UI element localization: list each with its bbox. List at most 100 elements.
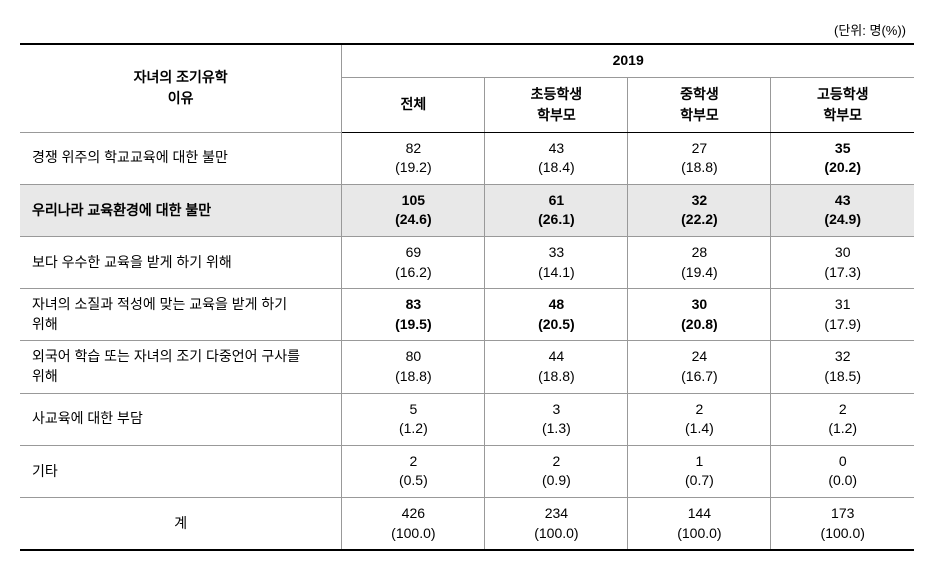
cell-percent: (18.4) xyxy=(538,159,575,175)
row-label-line2: 위해 xyxy=(32,316,58,332)
cell-value: 28 xyxy=(692,244,708,260)
data-cell: 48(20.5) xyxy=(485,289,628,341)
row-label: 외국어 학습 또는 자녀의 조기 다중언어 구사를위해 xyxy=(20,341,342,393)
row-label-line2: 위해 xyxy=(32,368,58,384)
cell-value: 32 xyxy=(692,192,708,208)
col-high: 고등학생 학부모 xyxy=(771,77,914,132)
cell-percent: (100.0) xyxy=(821,525,865,541)
data-cell: 144(100.0) xyxy=(628,497,771,550)
data-cell: 2 (0.9) xyxy=(485,445,628,497)
year-header: 2019 xyxy=(342,44,914,77)
col-elementary-line1: 초등학생 xyxy=(531,86,583,102)
cell-percent: (19.5) xyxy=(395,316,432,332)
cell-percent: (1.3) xyxy=(542,420,571,436)
row-label: 우리나라 교육환경에 대한 불만 xyxy=(20,184,342,236)
table-row: 사교육에 대한 부담5(1.2) 3 (1.3) 2(1.4) 2 (1.2) xyxy=(20,393,914,445)
table-row: 우리나라 교육환경에 대한 불만 105 (24.6) 61 (26.1) 32 (22.2… xyxy=(20,184,914,236)
total-label: 계 xyxy=(20,497,342,550)
data-cell: 2(0.5) xyxy=(342,445,485,497)
col-elementary-line2: 학부모 xyxy=(537,107,576,123)
table-row: 기타2(0.5)2(0.9)1(0.7)0(0.0) xyxy=(20,445,914,497)
data-cell: 35 (20.2) xyxy=(771,132,914,184)
data-cell: 5(1.2) xyxy=(342,393,485,445)
cell-percent: (0.9) xyxy=(542,472,571,488)
cell-value: 83 xyxy=(406,296,422,312)
data-table: 자녀의 조기유학 이유 2019 전체 초등학생 학부모 중학생 학부모 고등학… xyxy=(20,43,914,551)
col-middle: 중학생 학부모 xyxy=(628,77,771,132)
data-cell: 44(18.8) xyxy=(485,341,628,393)
data-cell: 32(18.5) xyxy=(771,341,914,393)
cell-percent: (24.6) xyxy=(395,211,432,227)
data-cell: 2(1.4) xyxy=(628,393,771,445)
cell-percent: (19.2) xyxy=(395,159,432,175)
cell-percent: (0.0) xyxy=(828,472,857,488)
cell-value: 31 xyxy=(835,296,851,312)
data-cell: 33(14.1) xyxy=(485,236,628,288)
cell-value: 144 xyxy=(688,505,711,521)
row-header-title-line2: 이유 xyxy=(168,90,194,106)
row-label: 사교육에 대한 부담 xyxy=(20,393,342,445)
cell-value: 61 xyxy=(549,192,565,208)
table-body: 경쟁 위주의 학교교육에 대한 불만82(19.2)43(18.4)27(18.… xyxy=(20,132,914,550)
cell-value: 27 xyxy=(692,140,708,156)
cell-percent: (18.8) xyxy=(395,368,432,384)
data-cell: 43(18.4) xyxy=(485,132,628,184)
data-cell: 105 (24.6) xyxy=(342,184,485,236)
cell-percent: (1.4) xyxy=(685,420,714,436)
row-header-title: 자녀의 조기유학 이유 xyxy=(20,44,342,132)
cell-value: 1 xyxy=(696,453,704,469)
cell-value: 80 xyxy=(406,348,422,364)
cell-value: 30 xyxy=(692,296,708,312)
data-cell: 0(0.0) xyxy=(771,445,914,497)
cell-percent: (26.1) xyxy=(538,211,575,227)
cell-value: 69 xyxy=(406,244,422,260)
total-row: 계426(100.0)234(100.0)144(100.0)173(100.0… xyxy=(20,497,914,550)
table-row: 자녀의 소질과 적성에 맞는 교육을 받게 하기위해 83 (19.5) 48(20.… xyxy=(20,289,914,341)
unit-label: (단위: 명(%)) xyxy=(20,20,914,39)
data-cell: 31 (17.9) xyxy=(771,289,914,341)
cell-value: 43 xyxy=(835,192,851,208)
cell-percent: (19.4) xyxy=(681,264,718,280)
cell-value: 33 xyxy=(549,244,565,260)
cell-percent: (100.0) xyxy=(391,525,435,541)
data-cell: 82 (19.2) xyxy=(342,132,485,184)
data-cell: 61 (26.1) xyxy=(485,184,628,236)
cell-value: 105 xyxy=(402,192,425,208)
cell-value: 5 xyxy=(409,401,417,417)
table-row: 보다 우수한 교육을 받게 하기 위해 69 (16.2) 33(14.1) 28 (19… xyxy=(20,236,914,288)
cell-percent: (18.8) xyxy=(681,159,718,175)
cell-value: 35 xyxy=(835,140,851,156)
row-label-line1: 외국어 학습 또는 자녀의 조기 다중언어 구사를 xyxy=(32,348,300,364)
data-cell: 30 (17.3) xyxy=(771,236,914,288)
cell-percent: (24.9) xyxy=(824,211,861,227)
cell-percent: (16.2) xyxy=(395,264,432,280)
row-label: 보다 우수한 교육을 받게 하기 위해 xyxy=(20,236,342,288)
cell-value: 82 xyxy=(406,140,422,156)
col-high-line1: 고등학생 xyxy=(817,86,869,102)
col-total: 전체 xyxy=(342,77,485,132)
cell-percent: (22.2) xyxy=(681,211,718,227)
cell-value: 32 xyxy=(835,348,851,364)
cell-percent: (100.0) xyxy=(534,525,578,541)
table-row: 외국어 학습 또는 자녀의 조기 다중언어 구사를위해 80 (18.8) 44(18… xyxy=(20,341,914,393)
data-cell: 2 (1.2) xyxy=(771,393,914,445)
cell-value: 30 xyxy=(835,244,851,260)
data-cell: 32 (22.2) xyxy=(628,184,771,236)
cell-value: 3 xyxy=(552,401,560,417)
cell-percent: (17.3) xyxy=(824,264,861,280)
cell-value: 2 xyxy=(839,401,847,417)
data-cell: 173(100.0) xyxy=(771,497,914,550)
col-elementary: 초등학생 학부모 xyxy=(485,77,628,132)
data-cell: 80 (18.8) xyxy=(342,341,485,393)
col-middle-line1: 중학생 xyxy=(680,86,719,102)
cell-value: 426 xyxy=(402,505,425,521)
cell-percent: (1.2) xyxy=(828,420,857,436)
cell-percent: (17.9) xyxy=(824,316,861,332)
table-row: 경쟁 위주의 학교교육에 대한 불만82(19.2)43(18.4)27(18.… xyxy=(20,132,914,184)
data-cell: 426 (100.0) xyxy=(342,497,485,550)
col-middle-line2: 학부모 xyxy=(680,107,719,123)
cell-percent: (20.2) xyxy=(824,159,861,175)
cell-value: 2 xyxy=(552,453,560,469)
row-label: 자녀의 소질과 적성에 맞는 교육을 받게 하기위해 xyxy=(20,289,342,341)
cell-percent: (0.7) xyxy=(685,472,714,488)
